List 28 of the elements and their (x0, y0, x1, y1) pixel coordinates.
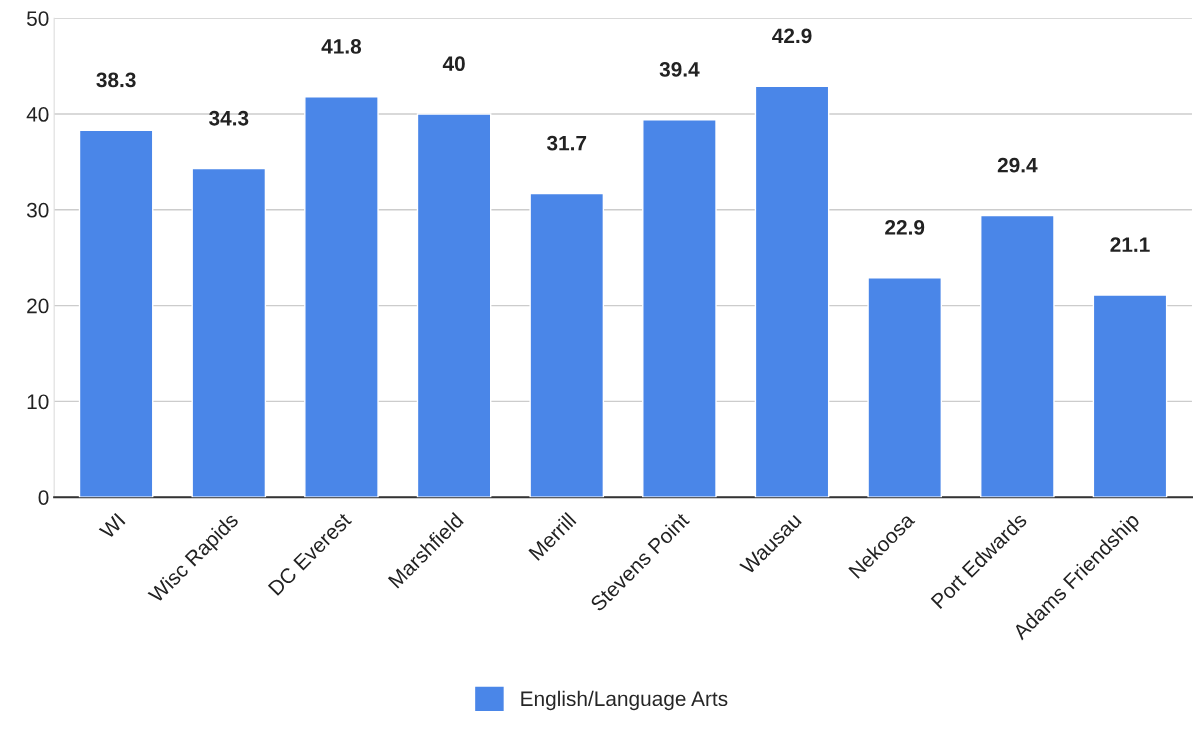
y-tick-label: 0 (38, 490, 49, 505)
bar (304, 96, 379, 498)
data-label: 34.3 (209, 110, 249, 126)
data-label: 39.4 (659, 62, 700, 77)
data-label: 38.3 (96, 72, 136, 88)
data-label: 41.8 (321, 39, 362, 54)
data-label: 40 (442, 56, 465, 72)
legend-label: English/Language Arts (521, 690, 728, 711)
bar (529, 192, 605, 498)
bar (980, 214, 1055, 498)
bar (191, 167, 267, 498)
y-tick-label: 20 (27, 298, 49, 314)
data-label: 42.9 (772, 28, 812, 44)
y-tick-label: 40 (26, 107, 49, 122)
bar (78, 129, 154, 498)
y-tick-label: 10 (27, 394, 49, 410)
bar (754, 85, 830, 498)
bar (1092, 294, 1168, 498)
data-label: 21.1 (1110, 237, 1150, 252)
data-label: 22.9 (885, 220, 925, 235)
data-label: 29.4 (997, 157, 1038, 173)
x-tick-label: WI (98, 512, 126, 540)
bar (867, 277, 943, 498)
data-label: 31.7 (546, 135, 587, 151)
bar (416, 113, 492, 498)
y-tick-label: 30 (26, 202, 49, 218)
y-tick-label: 50 (26, 11, 49, 26)
bar (642, 119, 717, 498)
